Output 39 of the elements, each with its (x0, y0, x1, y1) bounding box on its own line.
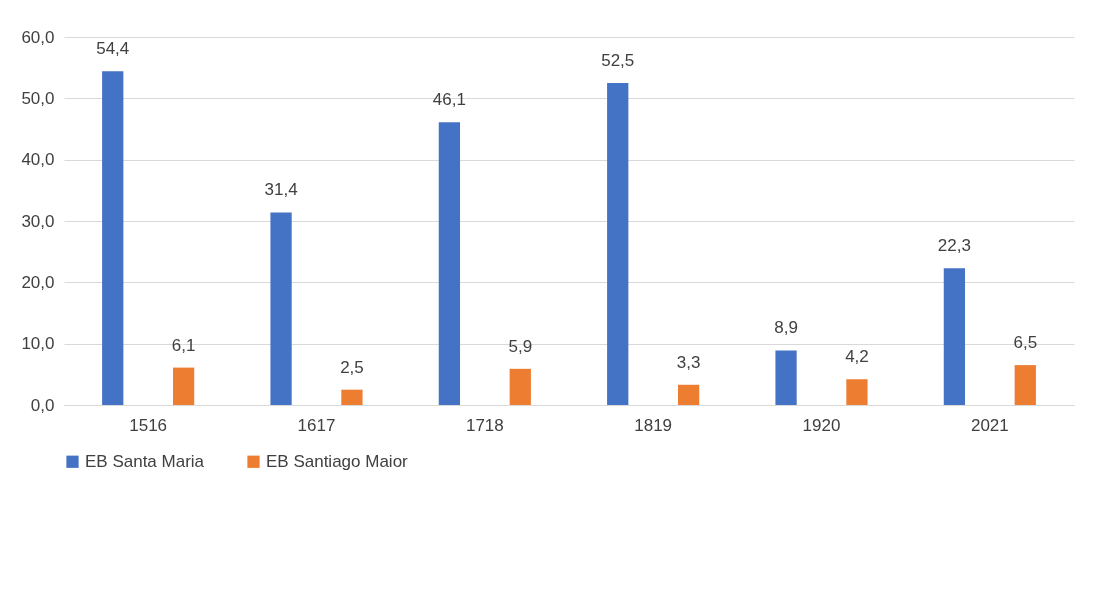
y-tick-label: 60,0 (21, 27, 55, 47)
bar (172, 367, 195, 405)
bar (102, 71, 124, 405)
data-label: 46,1 (432, 90, 466, 110)
x-tick-label: 1617 (297, 415, 336, 435)
bar (1014, 365, 1036, 405)
data-label: 5,9 (508, 336, 533, 356)
bar (270, 212, 292, 405)
data-label: 22,3 (937, 236, 971, 256)
x-tick-label: 1920 (802, 415, 841, 435)
bar (341, 389, 363, 405)
data-label: 4,2 (845, 347, 869, 367)
bar (677, 384, 700, 405)
bar (607, 83, 629, 405)
x-tick-label: 1516 (129, 415, 168, 435)
x-tick-label: 1718 (465, 415, 504, 435)
bar (509, 368, 531, 405)
bar (943, 268, 966, 405)
legend-label: EB Santiago Maior (266, 451, 409, 471)
data-label: 8,9 (774, 318, 798, 338)
data-label: 6,5 (1013, 333, 1038, 353)
data-label: 2,5 (340, 357, 364, 377)
y-tick-label: 20,0 (21, 272, 55, 292)
y-tick-label: 40,0 (21, 150, 55, 170)
legend-label: EB Santa Maria (85, 451, 205, 471)
x-tick-label: 1819 (634, 415, 673, 435)
data-label: 31,4 (264, 180, 298, 200)
data-label: 52,5 (601, 51, 635, 70)
data-label: 6,1 (171, 335, 196, 355)
y-tick-label: 50,0 (21, 88, 55, 108)
x-tick-label: 2021 (970, 415, 1009, 435)
bar (846, 379, 868, 405)
data-label: 54,4 (96, 39, 130, 59)
bar (775, 350, 797, 405)
bar (438, 122, 461, 405)
y-tick-label: 30,0 (21, 211, 55, 231)
y-tick-label: 0,0 (30, 395, 55, 415)
data-label: 3,3 (676, 352, 701, 372)
y-tick-label: 10,0 (21, 334, 55, 354)
